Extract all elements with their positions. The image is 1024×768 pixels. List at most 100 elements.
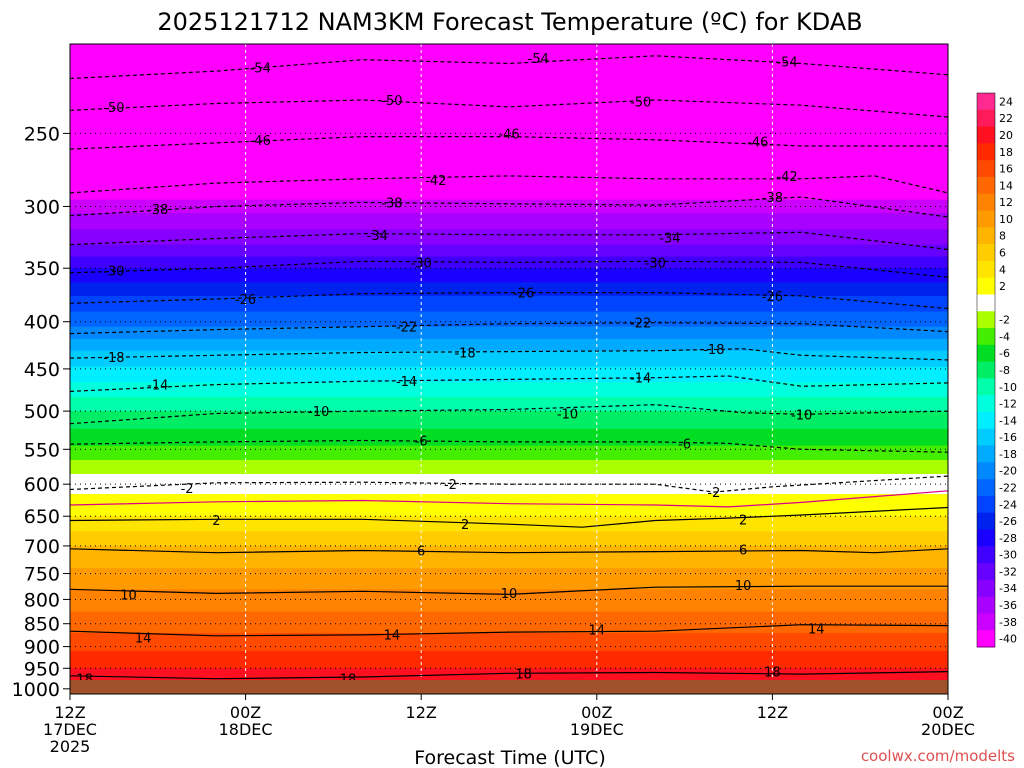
temperature-band [70, 545, 948, 570]
colorbar-swatch [977, 630, 995, 648]
isotherm-label: 14 [589, 623, 606, 638]
isotherm-label: 14 [808, 622, 825, 637]
isotherm-label: -6 [678, 437, 691, 452]
isotherm-line [70, 490, 948, 508]
y-tick-label: 300 [24, 196, 60, 218]
colorbar-swatch [977, 378, 995, 396]
isotherm-label: 2 [461, 518, 469, 533]
colorbar-label: -2 [999, 314, 1010, 327]
colorbar-swatch [977, 109, 995, 128]
temperature-band [70, 133, 948, 151]
isotherm-label: -42 [776, 170, 797, 185]
isotherm-line [70, 624, 948, 637]
isotherm-label: -50 [103, 101, 124, 116]
temperature-band [70, 382, 948, 398]
y-tick-label: 350 [24, 258, 60, 280]
isotherm-label: -2 [444, 478, 457, 493]
temperature-band [70, 185, 948, 201]
colorbar-label: 4 [999, 263, 1006, 276]
temperature-band [70, 99, 948, 119]
colorbar-label: 8 [999, 230, 1006, 243]
isotherm-line [70, 506, 948, 528]
isotherm-label: 10 [735, 579, 752, 594]
isotherm-label: 18 [515, 667, 532, 682]
colorbar-swatch [977, 176, 995, 195]
colorbar-label: -38 [999, 616, 1017, 629]
y-tick-label: 550 [24, 439, 60, 461]
x-tick-label: 00Z [932, 703, 963, 722]
isotherm-label: -30 [645, 256, 666, 271]
isotherm-label: 6 [417, 544, 425, 559]
temperature-band [70, 411, 948, 430]
colorbar-label: -34 [999, 582, 1017, 595]
temperature-band [70, 338, 948, 352]
colorbar-swatch [977, 411, 995, 430]
isotherm-label: -10 [308, 405, 329, 420]
y-tick-label: 600 [24, 474, 60, 496]
temperature-band [70, 494, 948, 518]
ground-surface [70, 680, 948, 694]
isotherm-line [70, 671, 948, 680]
temperature-band [70, 668, 948, 683]
x-tick-label: 17DEC [43, 720, 97, 739]
isotherm-label: -26 [513, 287, 534, 302]
temperature-band [70, 311, 948, 328]
isotherm-label: 10 [120, 588, 137, 603]
colorbar-label: -24 [999, 498, 1017, 511]
colorbar-label: -18 [999, 448, 1017, 461]
colorbar-label: -26 [999, 515, 1017, 528]
colorbar-swatch [977, 294, 995, 312]
isotherm-line [70, 585, 948, 596]
x-tick-label: 19DEC [570, 720, 624, 739]
colorbar-frame [976, 92, 996, 648]
x-tick-label: 12Z [406, 703, 437, 722]
colorbar-swatch [977, 428, 995, 447]
temperature-band [70, 445, 948, 462]
temperature-band [70, 213, 948, 231]
isotherm-label: -54 [528, 52, 549, 67]
temperature-band [70, 244, 948, 258]
colorbar-label: -8 [999, 364, 1010, 377]
colorbar-label: -12 [999, 398, 1017, 411]
temperature-band [70, 149, 948, 169]
isotherm-label: 18 [764, 666, 781, 681]
y-tick-label: 950 [24, 658, 60, 680]
x-tick-label: 2025 [50, 737, 91, 756]
colorbar-label: 10 [999, 213, 1013, 226]
isotherm-label: -14 [396, 375, 417, 390]
temperature-band [70, 326, 948, 340]
isotherm-line [70, 348, 948, 361]
colorbar-label: -40 [999, 633, 1017, 646]
x-tick-label: 00Z [230, 703, 261, 722]
colorbar-swatch [977, 596, 995, 614]
colorbar-swatch [977, 93, 995, 111]
isotherm-line [70, 260, 948, 278]
isotherm-label: -38 [381, 196, 402, 211]
isotherm-line [70, 375, 948, 392]
colorbar-swatch [977, 311, 995, 329]
y-tick-label: 900 [24, 637, 60, 659]
colorbar-swatch [977, 563, 995, 581]
x-tick-label: 12Z [757, 703, 788, 722]
colorbar-swatch [977, 193, 995, 212]
temperature-band [70, 633, 948, 653]
y-tick-label: 450 [24, 359, 60, 381]
isotherm-label: -14 [147, 379, 168, 394]
colorbar-swatch [977, 143, 995, 161]
colorbar-swatch [977, 227, 995, 245]
isotherm-label: -34 [659, 231, 680, 246]
y-tick-label: 400 [24, 312, 60, 334]
colorbar-swatch [977, 361, 995, 379]
colorbar-swatch [977, 260, 995, 279]
x-tick-label: 20DEC [921, 720, 975, 739]
y-axis: 2503003504004505005506006507007508008509… [12, 123, 70, 701]
isotherm-line [70, 292, 948, 310]
colorbar-label: -22 [999, 482, 1017, 495]
colorbar-swatch [977, 344, 995, 363]
isotherm-label: -26 [235, 293, 256, 308]
temperature-band [70, 229, 948, 246]
isotherm-line [70, 475, 948, 493]
isotherm-line [70, 404, 948, 425]
colorbar-swatch [977, 445, 995, 463]
